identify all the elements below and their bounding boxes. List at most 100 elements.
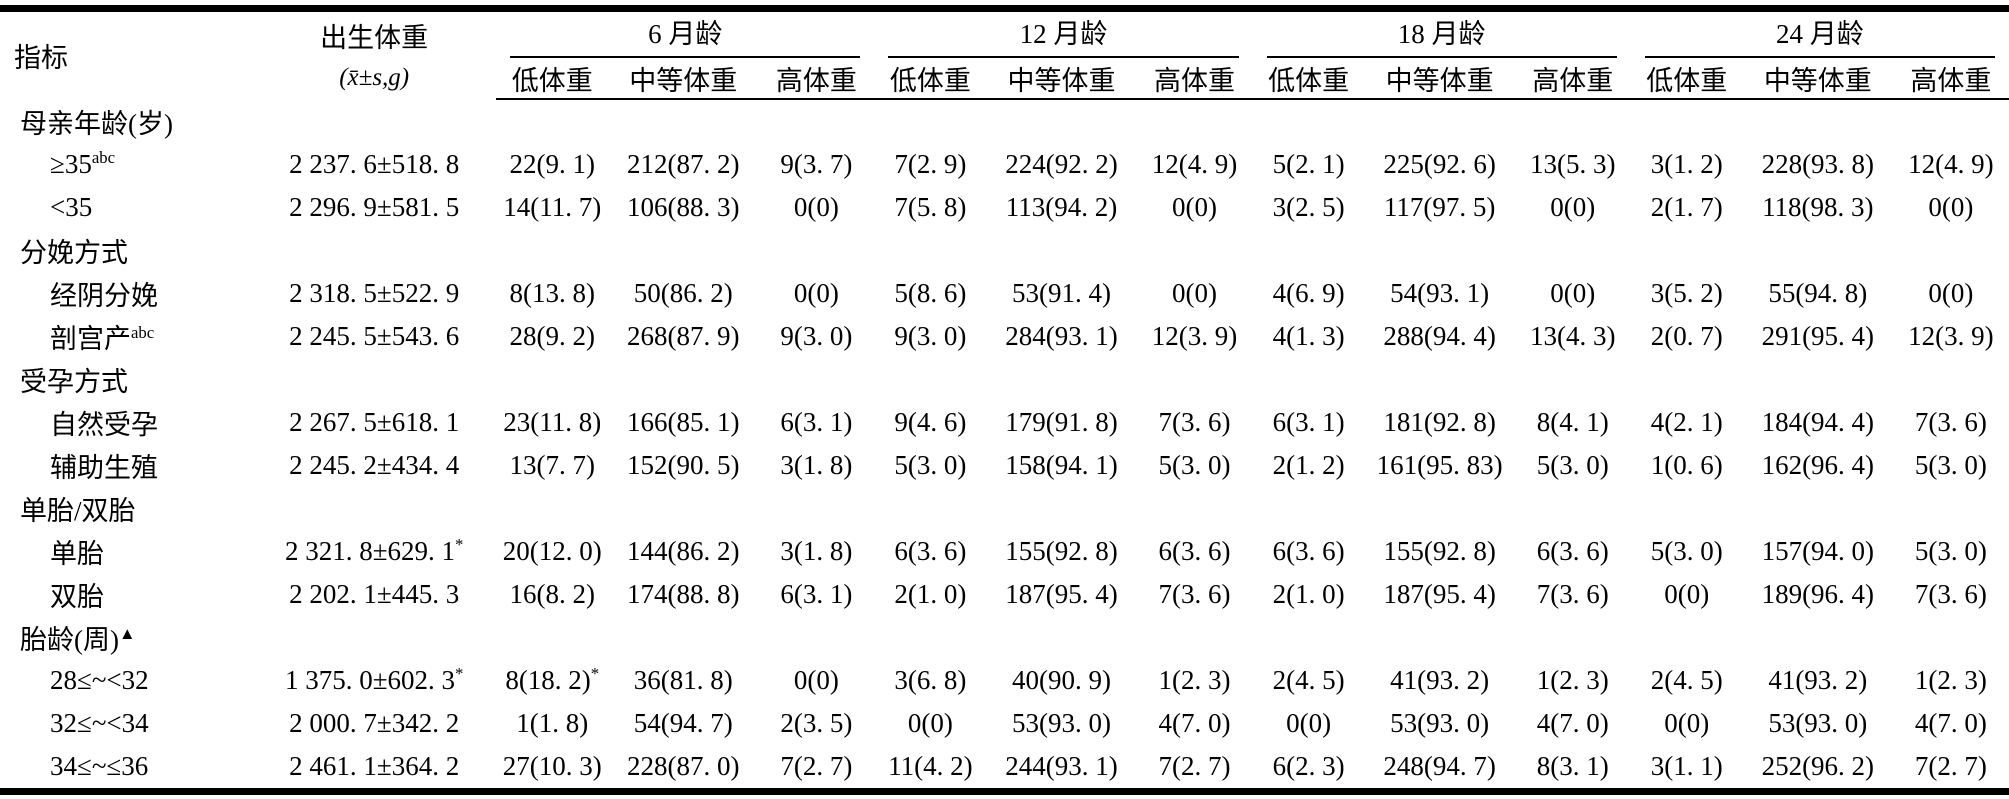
- group-row-label: 分娩方式: [20, 238, 128, 268]
- data-cell: 7(3. 6): [1158, 579, 1231, 609]
- data-cell: 41(93. 2): [1768, 665, 1868, 695]
- birth-weight-cell: 2 267. 5±618. 1: [289, 407, 460, 437]
- data-cell: 40(90. 9): [1011, 665, 1111, 695]
- data-cell: 8(13. 8): [509, 278, 595, 308]
- header-medium-weight-6m: 中等体重: [608, 58, 759, 100]
- data-cell: 3(1. 8): [780, 450, 853, 480]
- data-cell: 6(3. 6): [1158, 536, 1231, 566]
- data-cell: 184(94. 4): [1761, 407, 1875, 437]
- group-row-label: 母亲年龄(岁): [20, 109, 173, 139]
- data-cell: 20(12. 0): [502, 536, 602, 566]
- birth-weight-cell: 2 321. 8±629. 1*: [284, 535, 464, 566]
- data-cell: 2(1. 0): [894, 579, 967, 609]
- data-cell: 0(0): [1172, 278, 1218, 308]
- data-row: 经阴分娩 2 318. 5±522. 9 8(13. 8) 50(86. 2) 0(0)…: [0, 272, 2009, 315]
- header-birth-weight-title: 出生体重: [320, 23, 429, 53]
- data-cell: 4(7. 0): [1158, 708, 1231, 738]
- data-cell: 2(1. 0): [1272, 579, 1345, 609]
- data-cell: 54(93. 1): [1390, 278, 1490, 308]
- data-cell: 0(0): [1664, 708, 1710, 738]
- header-medium-weight-24m: 中等体重: [1742, 58, 1893, 100]
- data-cell: 50(86. 2): [633, 278, 733, 308]
- data-cell: 2(4. 5): [1650, 665, 1723, 695]
- header-row-subcolumns: 低体重 中等体重 高体重 低体重 中等体重 高体重 低体重 中等体重 高体重 低…: [0, 58, 2009, 100]
- data-cell: 157(94. 0): [1761, 536, 1875, 566]
- data-cell: 5(8. 6): [894, 278, 967, 308]
- data-cell: 6(2. 3): [1272, 751, 1345, 781]
- data-cell: 5(3. 0): [1650, 536, 1723, 566]
- header-age-group-12m: 12 月龄: [874, 12, 1252, 58]
- data-cell: 16(8. 2): [509, 579, 595, 609]
- data-cell: 53(93. 0): [1768, 708, 1868, 738]
- header-age-group-6m: 6 月龄: [496, 12, 874, 58]
- data-cell: 28(9. 2): [509, 321, 595, 351]
- data-cell: 228(87. 0): [627, 751, 740, 781]
- data-row: 剖宫产abc 2 245. 5±543. 6 28(9. 2) 268(87. 9) 9…: [0, 315, 2009, 358]
- data-cell: 225(92. 6): [1383, 149, 1496, 179]
- data-cell: 6(3. 6): [1272, 536, 1345, 566]
- data-cell: 8(4. 1): [1536, 407, 1609, 437]
- birth-weight-cell: 2 237. 6±518. 8: [289, 149, 460, 179]
- data-cell: 53(93. 0): [1390, 708, 1490, 738]
- data-cell: 5(3. 0): [1158, 450, 1231, 480]
- row-label: ≥35abc: [50, 148, 116, 179]
- data-cell: 187(95. 4): [1005, 579, 1118, 609]
- header-age-group-18m: 18 月龄: [1253, 12, 1631, 58]
- data-cell: 1(2. 3): [1158, 665, 1231, 695]
- data-row: <35 2 296. 9±581. 5 14(11. 7) 106(88. 3) 0(0…: [0, 186, 2009, 229]
- data-cell: 158(94. 1): [1005, 450, 1118, 480]
- row-label: 单胎: [50, 539, 104, 569]
- data-cell: 166(85. 1): [627, 407, 740, 437]
- data-cell: 5(3. 0): [894, 450, 967, 480]
- group-row-label: 胎龄(周)▲: [20, 624, 136, 655]
- data-cell: 7(5. 8): [894, 192, 967, 222]
- data-cell: 284(93. 1): [1005, 321, 1118, 351]
- data-cell: 291(95. 4): [1761, 321, 1875, 351]
- data-cell: 0(0): [1928, 192, 1974, 222]
- data-cell: 3(1. 8): [780, 536, 853, 566]
- data-cell: 7(3. 6): [1914, 579, 1987, 609]
- data-cell: 12(3. 9): [1908, 321, 1994, 351]
- birth-weight-cell: 2 245. 5±543. 6: [289, 321, 460, 351]
- data-row: ≥35abc 2 237. 6±518. 8 22(9. 1) 212(87. 2) 9…: [0, 143, 2009, 186]
- data-cell: 6(3. 6): [894, 536, 967, 566]
- header-medium-weight-18m: 中等体重: [1364, 58, 1515, 100]
- data-cell: 244(93. 1): [1005, 751, 1118, 781]
- row-label: 双胎: [50, 582, 104, 612]
- group-row: 受孕方式: [0, 358, 2009, 401]
- birth-weight-cell: 2 245. 2±434. 4: [289, 450, 460, 480]
- data-cell: 3(1. 1): [1650, 751, 1723, 781]
- row-label: <35: [50, 192, 93, 222]
- header-row-spanners: 指标 出生体重 (x̄±s,g) 6 月龄 12 月龄 18 月龄 24 月龄: [0, 12, 2009, 91]
- data-cell: 53(93. 0): [1011, 708, 1111, 738]
- data-cell: 268(87. 9): [627, 321, 740, 351]
- data-cell: 118(98. 3): [1762, 192, 1874, 222]
- data-cell: 41(93. 2): [1390, 665, 1490, 695]
- data-cell: 5(3. 0): [1914, 536, 1987, 566]
- header-age-group-12m-label: 12 月龄: [888, 12, 1239, 58]
- group-row: 母亲年龄(岁): [0, 99, 2009, 143]
- data-row: 辅助生殖 2 245. 2±434. 4 13(7. 7) 152(90. 5) 3(1…: [0, 444, 2009, 487]
- data-cell: 1(2. 3): [1536, 665, 1609, 695]
- data-cell: 252(96. 2): [1761, 751, 1875, 781]
- group-row-label: 受孕方式: [20, 367, 128, 397]
- group-row: 胎龄(周)▲: [0, 616, 2009, 659]
- header-low-weight-24m: 低体重: [1630, 58, 1743, 100]
- header-age-group-6m-label: 6 月龄: [510, 12, 861, 58]
- data-cell: 181(92. 8): [1383, 407, 1496, 437]
- birth-weight-cell: 1 375. 0±602. 3*: [284, 664, 464, 695]
- data-cell: 53(91. 4): [1011, 278, 1111, 308]
- group-row-label: 单胎/双胎: [20, 496, 136, 526]
- data-cell: 7(3. 6): [1158, 407, 1231, 437]
- data-cell: 6(3. 1): [1272, 407, 1345, 437]
- data-cell: 2(0. 7): [1650, 321, 1723, 351]
- data-cell: 152(90. 5): [627, 450, 740, 480]
- header-low-weight-6m: 低体重: [496, 58, 609, 100]
- data-cell: 23(11. 8): [503, 407, 602, 437]
- data-cell: 189(96. 4): [1761, 579, 1875, 609]
- data-cell: 179(91. 8): [1005, 407, 1118, 437]
- data-cell: 1(0. 6): [1650, 450, 1723, 480]
- data-cell: 4(7. 0): [1914, 708, 1987, 738]
- data-cell: 3(1. 2): [1650, 149, 1723, 179]
